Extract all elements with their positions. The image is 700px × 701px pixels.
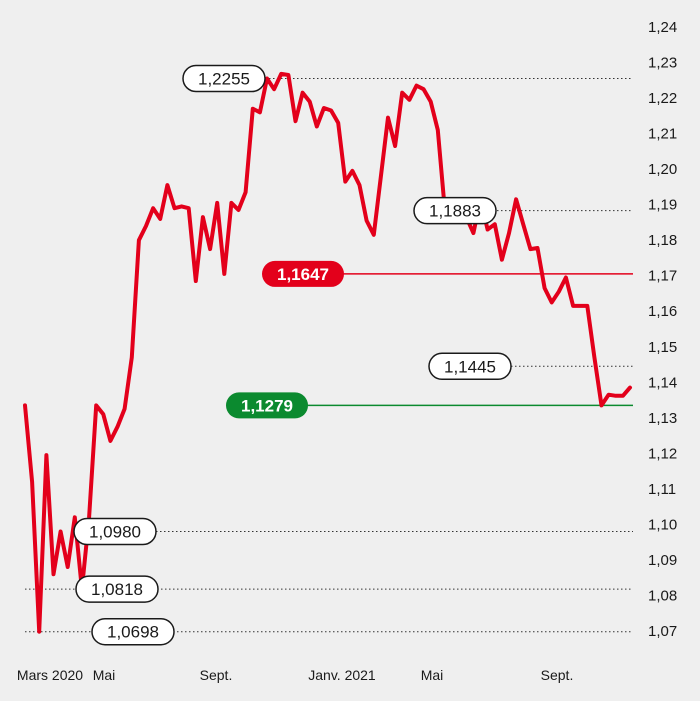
y-tick-label: 1,11 [648, 481, 676, 498]
y-tick-label: 1,19 [648, 197, 677, 214]
annotation-value: 1,2255 [198, 70, 250, 89]
annotation-value: 1,1445 [444, 357, 496, 376]
series-layer [23, 71, 632, 634]
y-tick-label: 1,15 [648, 339, 677, 356]
reference-callout [226, 392, 308, 419]
annotation-callout [413, 196, 497, 225]
x-tick-label: Sept. [541, 667, 574, 683]
reference-callout [262, 260, 344, 287]
y-axis: 1,24 1,23 1,22 1,21 1,20 1,19 1,18 1,17 1,16 1,15… [648, 19, 677, 640]
y-tick-label: 1,21 [648, 126, 677, 143]
y-tick-label: 1,12 [648, 445, 677, 462]
y-tick-label: 1,14 [648, 374, 677, 391]
reference-value: 1,1279 [241, 396, 293, 415]
reference-value: 1,1647 [277, 265, 329, 284]
y-tick-label: 1,07 [648, 623, 677, 640]
annotation-callout [182, 64, 266, 93]
annotation-callout [75, 575, 159, 603]
annotation-callout [91, 617, 175, 646]
reference-lines [267, 273, 633, 407]
y-tick-label: 1,20 [648, 161, 677, 178]
annotation-value: 1,1883 [429, 202, 481, 221]
y-tick-label: 1,16 [648, 303, 677, 320]
series-line [23, 71, 632, 634]
annotation-callout [428, 352, 512, 381]
x-tick-label: Janv. 2021 [308, 667, 376, 683]
annotation-value: 1,0980 [89, 523, 141, 542]
y-tick-label: 1,09 [648, 552, 677, 569]
x-tick-label: Mai [93, 667, 116, 683]
x-axis: Mars 2020 Mai Sept. Janv. 2021 Mai Sept. [17, 667, 573, 683]
callout-labels: 1,2255 1,1883 1,1445 1,0980 1,0818 1,0698 1,16… [73, 64, 512, 646]
x-tick-label: Sept. [200, 667, 233, 683]
y-tick-label: 1,08 [648, 587, 677, 604]
x-tick-label: Mars 2020 [17, 667, 83, 683]
y-tick-label: 1,23 [648, 55, 677, 72]
annotation-value: 1,0698 [107, 623, 159, 642]
annotation-callout [73, 517, 157, 546]
y-tick-label: 1,17 [648, 268, 677, 285]
y-tick-label: 1,13 [648, 410, 677, 427]
x-tick-label: Mai [421, 667, 444, 683]
y-tick-label: 1,18 [648, 232, 677, 249]
y-tick-label: 1,22 [648, 90, 677, 107]
annotation-lines [25, 78, 633, 633]
y-tick-label: 1,10 [648, 516, 677, 533]
y-tick-label: 1,24 [648, 19, 677, 36]
annotation-value: 1,0818 [91, 580, 143, 599]
